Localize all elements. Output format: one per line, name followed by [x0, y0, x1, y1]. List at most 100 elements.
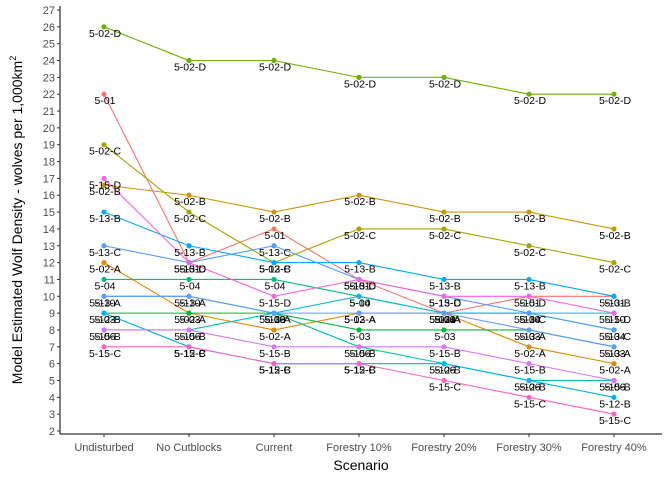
y-tick-label: 4 — [49, 392, 55, 404]
y-axis-title-main: Model Estimated Wolf Density - wolves pe… — [9, 61, 25, 384]
data-label-5-15-d: 5-15-D — [259, 297, 292, 309]
data-point-5-02-c — [186, 209, 192, 215]
data-label-5-06: 5-06 — [604, 381, 625, 393]
data-point-5-02-a — [271, 327, 277, 333]
data-point-5-15-d — [611, 310, 617, 316]
y-tick-label: 16 — [43, 190, 55, 202]
data-label-5-10: 5-10 — [434, 314, 455, 326]
data-label-5-10: 5-10 — [179, 297, 200, 309]
data-label-5-13-b: 5-13-B — [429, 280, 461, 292]
data-point-5-02-d — [271, 57, 277, 64]
data-label-5-06: 5-06 — [179, 331, 200, 343]
data-label-5-13-a: 5-13-A — [429, 314, 461, 326]
data-label-5-13-b: 5-13-B — [599, 297, 631, 309]
data-label-5-12-b: 5-12-B — [514, 381, 546, 393]
y-tick-label: 19 — [43, 140, 55, 152]
data-label-5-13-b: 5-13-B — [514, 280, 546, 292]
data-point-5-12-b — [526, 377, 532, 384]
y-axis-title-superscript: 2 — [8, 56, 18, 61]
data-label-5-15-d: 5-15-D — [89, 179, 122, 191]
x-tick-label: Forestry 30% — [496, 442, 562, 454]
data-label-5-10: 5-10 — [604, 314, 625, 326]
data-label-5-03: 5-03 — [604, 348, 625, 360]
data-point-5-02-a — [101, 260, 107, 266]
data-point-5-02-b — [101, 182, 107, 188]
data-point-5-02-d — [441, 74, 447, 80]
data-point-5-04 — [186, 276, 192, 283]
y-axis: 2345678910111213141516171819202122232425… — [43, 5, 60, 438]
data-point-5-13-a — [356, 310, 362, 316]
data-label-5-15-c: 5-15-C — [599, 415, 632, 427]
data-label-5-06: 5-06 — [264, 314, 285, 326]
y-tick-label: 2 — [49, 426, 55, 438]
data-label-5-04: 5-04 — [94, 280, 115, 292]
data-point-5-13-a — [271, 310, 277, 316]
data-point-5-15-c — [611, 411, 617, 417]
data-point-5-02-c — [526, 243, 532, 249]
data-label-5-04: 5-04 — [434, 314, 455, 326]
data-label-5-04: 5-04 — [264, 280, 285, 292]
y-axis-title: Model Estimated Wolf Density - wolves pe… — [8, 56, 25, 384]
y-tick-label: 18 — [43, 157, 55, 169]
data-point-5-01 — [271, 226, 277, 232]
data-point-5-15-b — [611, 377, 617, 384]
data-point-5-15-b — [186, 327, 192, 333]
y-tick-label: 10 — [43, 291, 55, 303]
data-point-5-13-b — [526, 276, 532, 283]
data-label-5-02-d: 5-02-D — [599, 95, 632, 107]
data-label-5-02-d: 5-02-D — [344, 78, 377, 90]
data-label-5-02-a: 5-02-A — [89, 264, 121, 276]
data-label-5-12-b: 5-12-B — [599, 398, 631, 410]
data-label-5-06: 5-06 — [94, 331, 115, 343]
data-point-5-15-c — [356, 361, 362, 367]
data-point-5-15-d — [441, 293, 447, 299]
data-point-5-15-c — [441, 377, 447, 384]
data-label-5-02-d: 5-02-D — [174, 62, 207, 74]
data-label-5-01: 5-01 — [264, 230, 285, 242]
data-label-5-02-c: 5-02-C — [514, 247, 547, 259]
data-point-5-13-b — [611, 293, 617, 299]
data-label-5-12-b: 5-12-B — [344, 365, 376, 377]
data-label-5-10: 5-10 — [349, 297, 370, 309]
data-point-5-02-d — [186, 57, 192, 64]
data-point-5-02-c — [611, 260, 617, 266]
data-point-5-02-a — [526, 344, 532, 350]
data-label-5-15-d: 5-15-D — [599, 314, 632, 326]
data-label-5-02-b: 5-02-B — [174, 196, 206, 208]
data-label-5-13-c: 5-13-C — [599, 331, 632, 343]
data-label-5-15-d: 5-15-D — [174, 264, 207, 276]
data-label-5-04: 5-04 — [179, 280, 200, 292]
y-tick-label: 17 — [43, 173, 55, 185]
y-tick-label: 25 — [43, 39, 55, 51]
data-point-5-15-c — [101, 344, 107, 350]
data-label-5-10: 5-10 — [94, 297, 115, 309]
data-label-5-15-b: 5-15-B — [514, 365, 546, 377]
y-tick-label: 27 — [43, 5, 55, 17]
data-label-5-04: 5-04 — [349, 297, 370, 309]
data-point-5-12-b — [611, 394, 617, 400]
data-point-5-02-a — [611, 361, 617, 367]
data-point-5-15-d — [526, 293, 532, 299]
data-label-5-15-c: 5-15-C — [514, 398, 547, 410]
data-point-5-15-c — [271, 361, 277, 367]
data-point-5-02-b — [611, 226, 617, 232]
y-tick-label: 9 — [49, 308, 55, 320]
data-label-5-02-d: 5-02-D — [514, 95, 547, 107]
data-point-5-15-b — [356, 344, 362, 350]
data-point-5-13-c — [611, 327, 617, 333]
y-tick-label: 11 — [44, 274, 55, 286]
data-label-5-02-d: 5-02-D — [259, 62, 292, 74]
data-label-5-02-d: 5-02-D — [89, 28, 122, 40]
x-tick-label: Undisturbed — [74, 442, 133, 454]
y-tick-label: 12 — [43, 258, 55, 270]
data-point-5-12-b — [101, 310, 107, 316]
data-label-5-02-b: 5-02-B — [429, 213, 461, 225]
y-tick-label: 15 — [43, 207, 55, 219]
data-point-5-03 — [356, 327, 362, 333]
data-point-5-10 — [356, 293, 362, 299]
data-label-5-03: 5-03 — [94, 314, 115, 326]
data-label-5-01: 5-01 — [604, 297, 625, 309]
data-point-5-03 — [186, 310, 192, 316]
data-label-5-03: 5-03 — [519, 331, 540, 343]
